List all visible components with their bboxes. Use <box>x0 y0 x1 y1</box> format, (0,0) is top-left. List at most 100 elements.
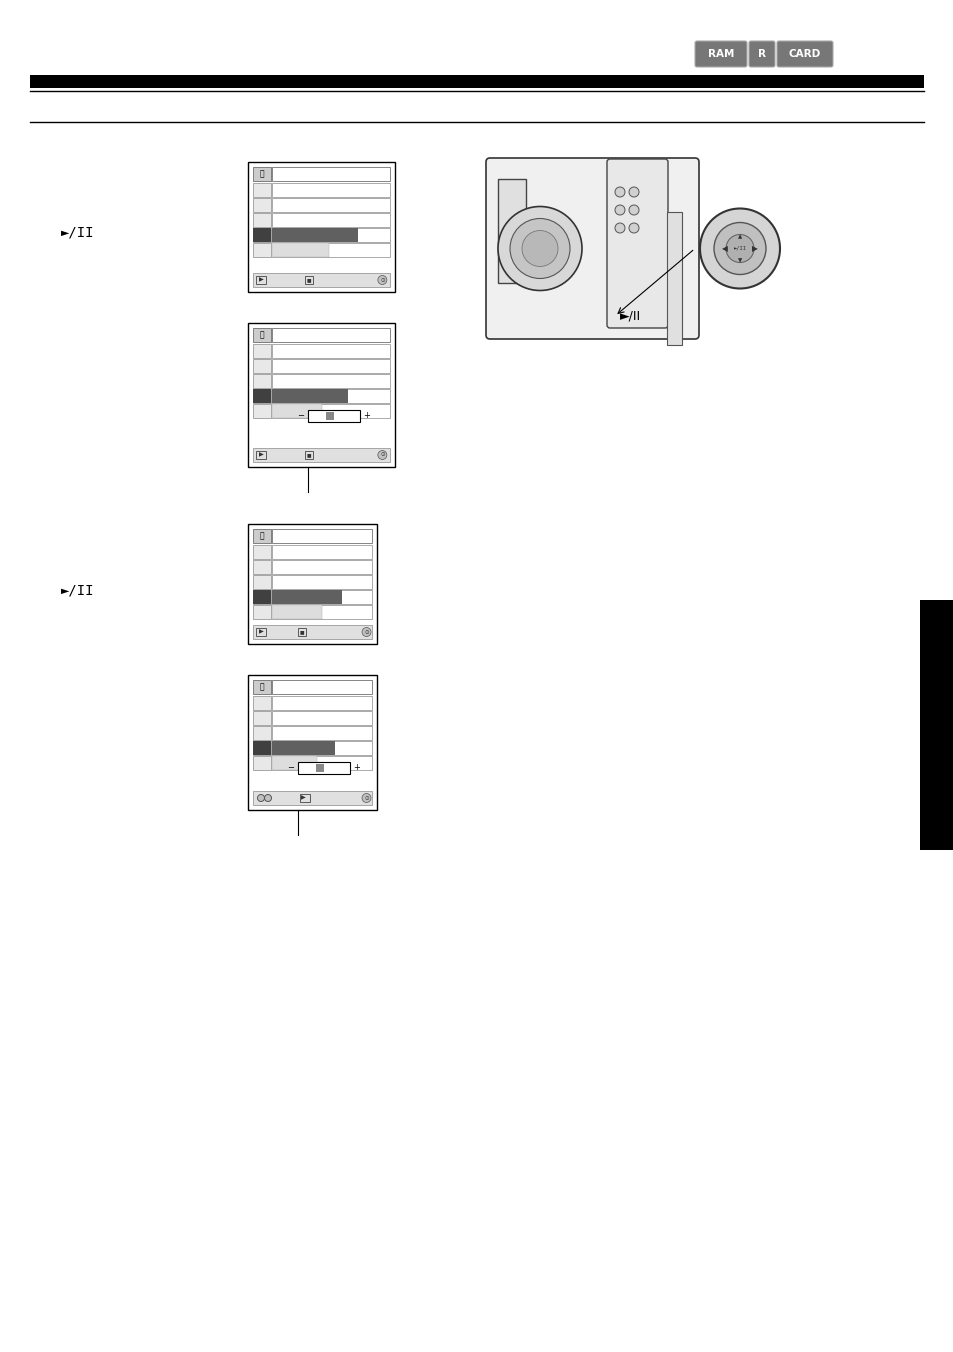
Bar <box>253 711 271 725</box>
Bar <box>253 680 271 694</box>
Text: ►/II: ►/II <box>61 583 94 598</box>
Bar <box>272 404 390 418</box>
Bar <box>255 276 266 284</box>
FancyBboxPatch shape <box>748 41 774 68</box>
Text: ◀: ◀ <box>721 243 727 253</box>
Text: ■: ■ <box>299 630 304 634</box>
Circle shape <box>361 627 371 637</box>
Bar <box>253 360 271 373</box>
Text: ⊙: ⊙ <box>364 795 369 800</box>
Bar <box>253 589 271 604</box>
Bar <box>315 764 324 772</box>
Text: ▼: ▼ <box>737 258 741 264</box>
Text: 🎥: 🎥 <box>259 169 264 178</box>
Bar <box>253 404 271 418</box>
Bar <box>272 545 372 558</box>
Text: +: + <box>353 764 359 772</box>
Bar <box>272 741 335 754</box>
Bar <box>253 741 271 754</box>
Bar <box>272 375 390 388</box>
Bar <box>253 183 271 197</box>
Bar <box>253 529 271 544</box>
Bar <box>272 741 372 754</box>
Bar <box>272 696 372 710</box>
Bar <box>248 675 376 810</box>
Circle shape <box>257 795 264 802</box>
Bar <box>297 763 350 773</box>
Bar <box>272 756 372 771</box>
Bar <box>272 711 372 725</box>
Circle shape <box>615 187 624 197</box>
Bar <box>253 726 271 740</box>
Text: 🎥: 🎥 <box>259 330 264 339</box>
Bar <box>248 525 376 644</box>
Circle shape <box>615 223 624 233</box>
Text: 🎥: 🎥 <box>259 531 264 541</box>
Circle shape <box>377 276 387 284</box>
Text: −: − <box>296 411 304 420</box>
Text: ►/II: ►/II <box>61 224 94 239</box>
Bar <box>253 448 390 462</box>
Bar <box>253 756 271 771</box>
Bar <box>666 212 681 345</box>
Circle shape <box>628 187 639 197</box>
Bar <box>272 589 341 604</box>
Circle shape <box>521 230 558 266</box>
Circle shape <box>700 208 780 288</box>
Text: RAM: RAM <box>707 49 734 59</box>
Bar <box>272 389 390 403</box>
Bar <box>272 183 390 197</box>
Text: +: + <box>363 411 370 420</box>
Text: −: − <box>287 764 294 772</box>
Bar <box>272 197 390 212</box>
Bar <box>253 343 271 358</box>
Bar <box>253 560 271 575</box>
Circle shape <box>713 223 765 274</box>
Text: 🎥: 🎥 <box>259 683 264 691</box>
Bar <box>272 589 372 604</box>
Bar <box>272 214 390 227</box>
Bar <box>253 589 271 604</box>
Bar <box>253 273 390 287</box>
Circle shape <box>497 207 581 291</box>
Bar <box>272 575 372 589</box>
Text: CARD: CARD <box>788 49 821 59</box>
Circle shape <box>510 219 569 279</box>
Circle shape <box>264 795 272 802</box>
Bar <box>272 228 357 242</box>
Bar <box>299 794 310 802</box>
FancyBboxPatch shape <box>776 41 832 68</box>
Circle shape <box>615 206 624 215</box>
Bar <box>253 604 271 619</box>
Bar <box>272 228 390 242</box>
Text: ■: ■ <box>306 277 311 283</box>
FancyBboxPatch shape <box>485 158 699 339</box>
Bar <box>272 560 372 575</box>
Bar <box>253 329 271 342</box>
Circle shape <box>628 206 639 215</box>
Text: ▶: ▶ <box>301 795 306 800</box>
FancyBboxPatch shape <box>606 160 667 329</box>
Text: ■: ■ <box>306 453 311 457</box>
Bar <box>497 180 525 283</box>
Bar <box>272 168 390 181</box>
Bar <box>272 529 372 544</box>
Text: ▶: ▶ <box>258 453 263 457</box>
Bar <box>272 604 322 619</box>
Bar <box>308 410 359 422</box>
Text: ⊙: ⊙ <box>379 277 384 283</box>
Bar <box>272 243 390 257</box>
Bar <box>297 627 306 635</box>
Bar <box>272 604 372 619</box>
Bar <box>305 276 313 284</box>
Bar <box>253 625 372 639</box>
Bar <box>253 243 271 257</box>
Text: ►/II: ►/II <box>619 310 640 323</box>
Bar <box>272 680 372 694</box>
Circle shape <box>377 450 387 460</box>
Bar <box>326 412 334 420</box>
Bar <box>272 726 372 740</box>
Bar <box>253 575 271 589</box>
Bar <box>272 756 316 771</box>
Bar <box>248 162 395 292</box>
